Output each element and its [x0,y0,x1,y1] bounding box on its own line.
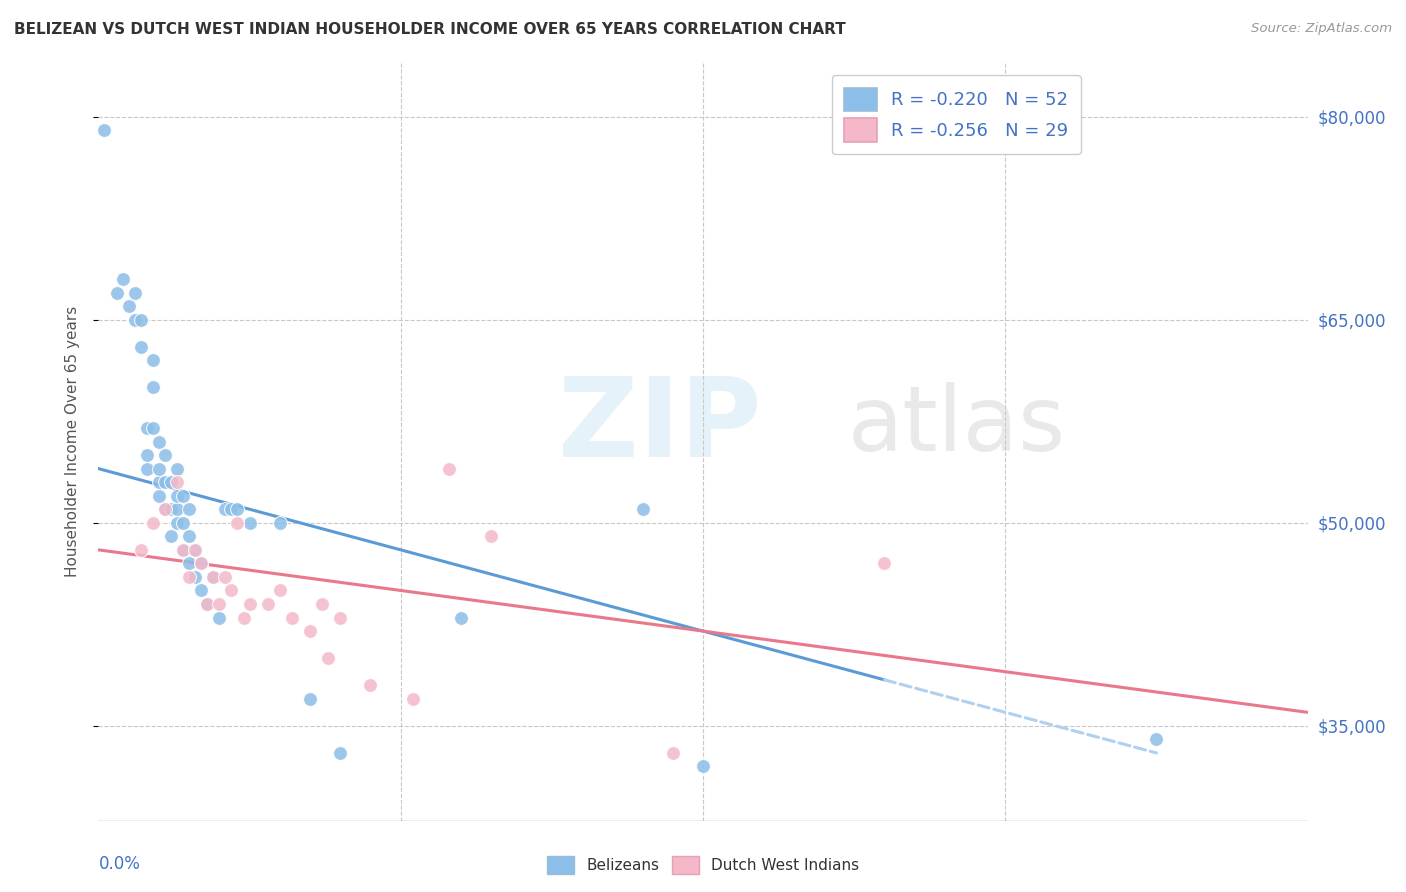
Point [142,353,165,368]
Point [450,610,472,624]
Point [172,542,194,557]
Point [221,502,243,516]
Point [179,529,201,543]
Point [124,312,146,326]
Point [142,516,165,530]
Text: BELIZEAN VS DUTCH WEST INDIAN HOUSEHOLDER INCOME OVER 65 YEARS CORRELATION CHART: BELIZEAN VS DUTCH WEST INDIAN HOUSEHOLDE… [14,22,846,37]
Point [195,597,218,611]
Point [256,597,278,611]
Point [153,448,176,462]
Point [232,610,254,624]
Point [281,610,304,624]
Point [661,746,683,760]
Point [153,502,176,516]
Point [692,759,714,773]
Point [124,285,146,300]
Point [239,597,262,611]
Point [402,691,425,706]
Point [190,557,212,571]
Point [208,610,231,624]
Point [160,475,183,490]
Point [226,502,249,516]
Point [269,583,291,598]
Point [316,651,339,665]
Point [239,516,262,530]
Point [142,380,165,394]
Point [160,502,183,516]
Point [153,502,176,516]
Point [148,434,170,449]
Point [142,421,165,435]
Point [1144,732,1167,747]
Point [148,475,170,490]
Point [172,489,194,503]
Point [129,312,152,326]
Point [360,678,382,692]
Point [179,570,201,584]
Point [166,516,188,530]
Point [129,542,152,557]
Point [202,570,225,584]
Point [184,570,207,584]
Point [631,502,654,516]
Point [148,461,170,475]
Point [226,516,249,530]
Point [208,597,231,611]
Legend: R = -0.220   N = 52, R = -0.256   N = 29: R = -0.220 N = 52, R = -0.256 N = 29 [831,75,1081,154]
Point [93,123,115,137]
Point [190,583,212,598]
Point [190,557,212,571]
Point [184,542,207,557]
Point [135,448,157,462]
Point [153,475,176,490]
Point [105,285,128,300]
Point [148,489,170,503]
Point [166,489,188,503]
Point [166,475,188,490]
Point [214,570,236,584]
Point [160,529,183,543]
Point [299,624,322,639]
Text: ZIP: ZIP [558,373,761,480]
Point [179,557,201,571]
Point [329,746,352,760]
Text: Source: ZipAtlas.com: Source: ZipAtlas.com [1251,22,1392,36]
Point [269,516,291,530]
Point [329,610,352,624]
Point [299,691,322,706]
Point [184,542,207,557]
Point [179,502,201,516]
Point [481,529,503,543]
Point [202,570,225,584]
Point [311,597,333,611]
Point [118,299,141,313]
Point [195,597,218,611]
Point [166,502,188,516]
Point [135,461,157,475]
Text: 0.0%: 0.0% [98,855,141,872]
Point [111,272,134,286]
Point [172,516,194,530]
Point [873,557,896,571]
Point [129,340,152,354]
Point [166,461,188,475]
Point [437,461,460,475]
Y-axis label: Householder Income Over 65 years: Householder Income Over 65 years [65,306,80,577]
Point [172,542,194,557]
Text: atlas: atlas [848,383,1066,470]
Point [214,502,236,516]
Point [221,583,243,598]
Point [135,421,157,435]
Legend: Belizeans, Dutch West Indians: Belizeans, Dutch West Indians [540,850,866,880]
